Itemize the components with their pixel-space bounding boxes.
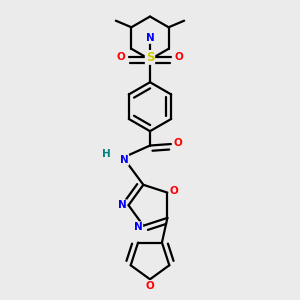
Text: O: O (174, 52, 183, 62)
Text: S: S (146, 51, 154, 64)
Text: H: H (102, 148, 111, 159)
Text: O: O (169, 186, 178, 196)
Text: N: N (134, 222, 142, 232)
Text: N: N (120, 155, 128, 165)
Text: N: N (146, 33, 154, 43)
Text: O: O (173, 138, 182, 148)
Text: O: O (145, 281, 154, 291)
Text: N: N (118, 200, 126, 210)
Text: O: O (117, 52, 126, 62)
